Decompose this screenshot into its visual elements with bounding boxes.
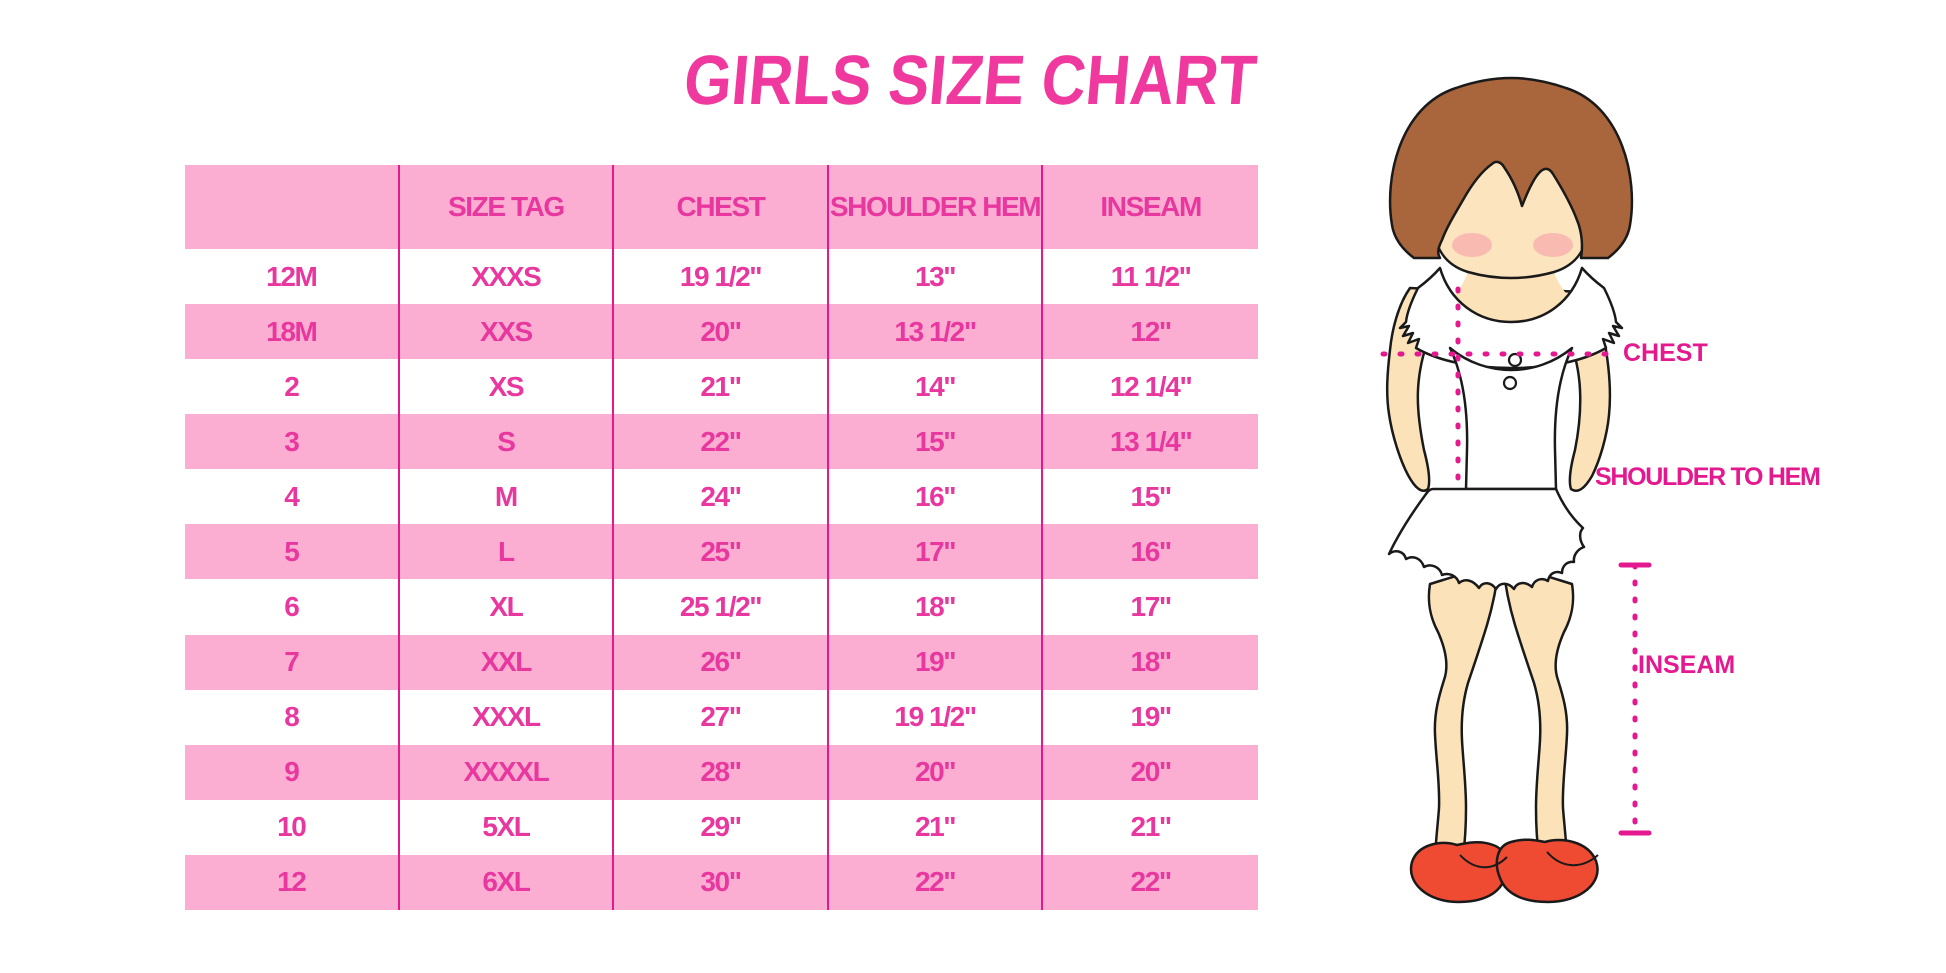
svg-text:SHOULDER TO HEM: SHOULDER TO HEM [1595,463,1820,491]
svg-text:CHEST: CHEST [1623,339,1708,367]
svg-text:INSEAM: INSEAM [1638,651,1735,679]
